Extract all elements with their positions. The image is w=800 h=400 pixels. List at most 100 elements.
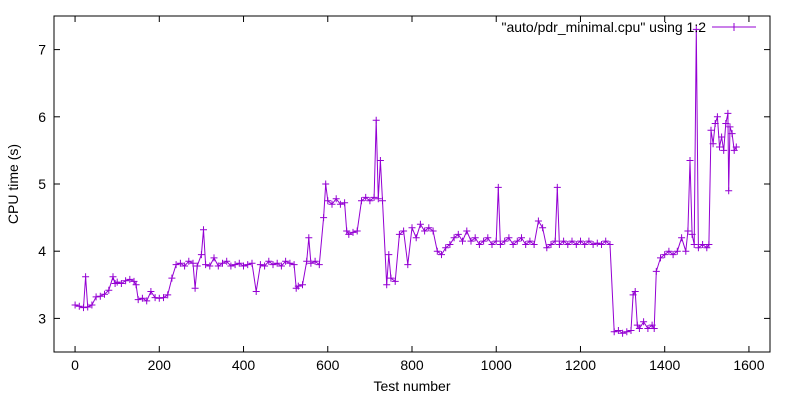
data-point	[265, 257, 273, 265]
data-point	[589, 241, 597, 248]
data-point	[438, 251, 445, 259]
x-tick-label: 1400	[649, 357, 680, 373]
data-point	[416, 220, 424, 228]
data-point	[223, 257, 231, 265]
data-point	[303, 257, 311, 265]
data-point	[328, 200, 336, 208]
data-point	[193, 262, 201, 270]
data-point	[320, 214, 328, 222]
data-point	[635, 325, 643, 332]
data-point	[379, 197, 386, 205]
data-point	[147, 288, 155, 295]
plot-frame	[53, 15, 771, 353]
data-point	[240, 262, 247, 270]
data-point	[210, 254, 218, 262]
data-point	[429, 227, 437, 235]
data-point	[716, 143, 723, 151]
y-tick-label: 7	[38, 42, 46, 58]
data-point	[75, 302, 83, 310]
x-tick-label: 1200	[565, 357, 596, 373]
data-point	[395, 230, 403, 238]
data-point	[248, 259, 256, 267]
data-point	[709, 140, 717, 148]
data-point	[572, 241, 580, 248]
data-point	[82, 273, 90, 281]
data-point	[336, 200, 344, 208]
x-tick-label: 0	[71, 357, 79, 373]
data-point	[593, 239, 601, 247]
data-point	[598, 241, 605, 248]
data-point	[385, 251, 393, 259]
x-tick-label: 1000	[481, 357, 512, 373]
data-point	[501, 237, 509, 245]
data-point	[126, 275, 134, 283]
data-point	[425, 224, 433, 232]
data-point	[543, 244, 551, 252]
data-point	[484, 234, 492, 242]
data-point	[692, 25, 700, 33]
data-point	[722, 120, 730, 127]
data-point	[206, 262, 214, 270]
data-point	[200, 226, 207, 234]
data-point	[475, 241, 483, 248]
x-axis-label: Test number	[373, 378, 450, 394]
data-point	[345, 230, 353, 238]
data-point	[564, 241, 572, 248]
data-point	[522, 241, 530, 248]
data-point	[269, 261, 277, 269]
y-axis: 3 4 5 6 7	[38, 42, 770, 326]
data-point	[315, 261, 323, 269]
data-point	[530, 241, 538, 248]
data-point	[185, 257, 193, 265]
y-tick-label: 4	[38, 243, 46, 259]
data-point	[176, 259, 184, 267]
data-point	[581, 241, 589, 248]
x-tick-label: 200	[148, 357, 172, 373]
data-point	[682, 247, 690, 255]
data-point	[555, 241, 563, 248]
data-point	[353, 227, 361, 235]
data-point	[505, 234, 513, 242]
data-point	[509, 241, 517, 248]
legend-marker	[730, 23, 738, 31]
data-point	[496, 241, 504, 248]
data-point	[84, 303, 92, 311]
data-point	[442, 244, 450, 252]
data-point	[534, 217, 542, 225]
data-point	[311, 257, 319, 265]
data-point	[383, 281, 391, 289]
data-point	[652, 267, 660, 275]
data-point	[172, 261, 180, 269]
data-point	[711, 120, 719, 127]
data-point	[602, 237, 610, 245]
data-point	[726, 123, 734, 131]
data-point	[539, 224, 547, 232]
data-point	[261, 262, 269, 270]
data-point	[305, 234, 313, 242]
data-point	[459, 237, 466, 245]
data-point	[684, 227, 692, 235]
data-point	[244, 261, 252, 269]
data-point	[585, 237, 593, 245]
data-point	[96, 292, 104, 300]
data-point	[273, 259, 281, 267]
legend-label: "auto/pdr_minimal.cpu" using 1:2	[502, 19, 707, 35]
data-point	[341, 199, 349, 207]
data-point	[88, 301, 96, 309]
data-point	[673, 247, 681, 255]
data-point	[299, 281, 306, 289]
x-axis: 0 200 400 600 800 1000 1200 1400 1600	[71, 16, 765, 373]
data-point	[366, 197, 374, 205]
data-point	[669, 251, 677, 259]
data-point	[627, 327, 635, 334]
data-point	[665, 247, 673, 255]
data-point	[450, 234, 458, 242]
data-point	[214, 262, 222, 270]
x-tick-label: 800	[400, 357, 424, 373]
data-point	[164, 291, 172, 299]
data-point	[160, 294, 167, 302]
data-point	[619, 329, 627, 337]
data-point	[421, 227, 429, 235]
data-point	[725, 187, 733, 195]
data-point	[277, 262, 285, 270]
